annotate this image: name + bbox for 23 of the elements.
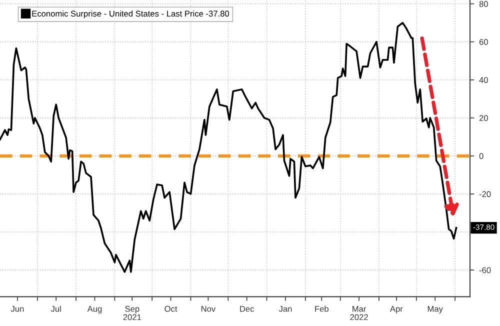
x-tick-label: Apr	[390, 306, 403, 314]
x-tick-label: Oct	[164, 306, 178, 312]
x2-tick-label: 2022	[350, 314, 368, 320]
x-tick-label: Mar	[352, 306, 366, 312]
y-tick-label: 0	[479, 153, 484, 160]
x-tick-label: Dec	[240, 306, 254, 312]
x-tick-label: Jan	[278, 306, 292, 312]
x-tick-label: Jul	[50, 306, 61, 312]
legend-label: Economic Surprise - United States - Last Price -37.80	[32, 10, 230, 18]
x-tick-label: Feb	[315, 306, 328, 312]
x-tick-label: Nov	[201, 306, 216, 312]
y-tick-label: 20	[479, 115, 488, 122]
y-tick-label: -20	[479, 191, 491, 198]
x2-tick-label: 2021	[123, 314, 142, 320]
x-tick-label: May	[428, 306, 443, 314]
y-tick-label: 80	[479, 1, 488, 7]
line-series	[0, 22, 458, 273]
y-tick-label: -60	[479, 267, 491, 274]
x-tick-label: Jun	[10, 306, 24, 312]
y-tick-label: 60	[479, 39, 488, 45]
y-tick-label: 40	[479, 77, 488, 83]
x-tick-label: Aug	[87, 306, 102, 314]
x-tick-label: Sep	[125, 306, 140, 314]
